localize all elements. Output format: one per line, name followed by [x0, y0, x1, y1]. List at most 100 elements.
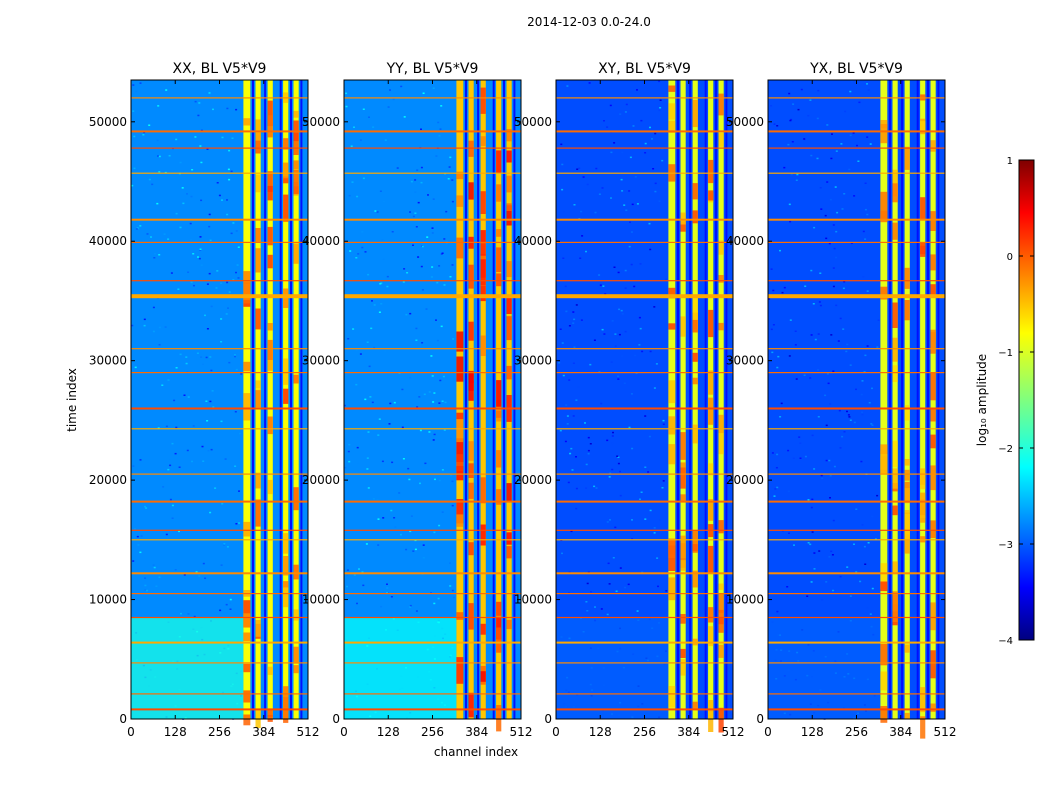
heatmap-rfi-row — [768, 616, 945, 619]
heatmap-speckle — [831, 133, 833, 135]
heatmap-speckle — [204, 314, 206, 317]
heatmap-speckle — [377, 434, 380, 436]
heatmap-speckle — [156, 139, 159, 142]
heatmap-speckle — [575, 507, 578, 510]
heatmap-speckle — [139, 459, 142, 461]
heatmap-speckle — [783, 286, 786, 289]
heatmap-speckle — [790, 173, 793, 176]
heatmap-speckle — [199, 236, 202, 238]
heatmap-band-hotspot — [718, 240, 724, 255]
heatmap-speckle — [809, 377, 812, 379]
colorbar-tick-label: −1 — [998, 348, 1013, 359]
heatmap-band-hotspot — [680, 614, 686, 624]
heatmap-rfi-row — [344, 662, 521, 664]
y-tick-label: 50000 — [302, 115, 340, 129]
heatmap-speckle — [827, 382, 830, 385]
heatmap-speckle — [415, 339, 418, 341]
heatmap-speckle — [438, 479, 441, 482]
heatmap-speckle — [423, 393, 426, 396]
heatmap-rfi-row — [556, 172, 733, 174]
heatmap-rfi-row — [344, 708, 521, 711]
heatmap-band-hotspot — [267, 416, 273, 435]
heatmap-band-gap — [477, 80, 480, 719]
heatmap-speckle — [820, 208, 823, 210]
heatmap-rfi-row — [131, 294, 308, 299]
heatmap-speckle — [178, 466, 181, 468]
heatmap-speckle — [444, 401, 447, 404]
heatmap-speckle — [830, 157, 833, 160]
heatmap-speckle — [200, 161, 203, 164]
heatmap-speckle — [451, 504, 454, 507]
heatmap-speckle — [572, 362, 575, 364]
heatmap-speckle — [631, 519, 633, 521]
heatmap-channel-band — [880, 80, 888, 719]
heatmap-speckle — [168, 155, 171, 157]
heatmap-speckle — [611, 442, 614, 445]
heatmap-speckle — [864, 182, 867, 184]
heatmap-speckle — [836, 211, 839, 214]
heatmap-speckle — [186, 193, 188, 195]
heatmap-channel-band — [892, 80, 898, 719]
heatmap-band-hotspot — [506, 546, 512, 559]
heatmap-speckle — [229, 608, 232, 610]
heatmap-speckle — [611, 320, 614, 322]
heatmap-speckle — [817, 369, 819, 371]
panel-title: YX, BL V5*V9 — [809, 61, 903, 77]
heatmap-speckle — [577, 386, 580, 388]
heatmap-channel-band — [692, 80, 698, 719]
heatmap-band-hotspot — [880, 706, 888, 723]
heatmap-speckle — [441, 469, 444, 471]
heatmap-speckle — [818, 550, 821, 552]
heatmap-speckle — [568, 325, 571, 327]
heatmap-band-hotspot — [880, 124, 888, 144]
heatmap-speckle — [187, 613, 190, 615]
heatmap-band-hotspot — [456, 454, 464, 471]
heatmap-speckle — [234, 354, 236, 356]
heatmap-speckle — [850, 80, 853, 83]
heatmap-band-hotspot — [930, 520, 936, 539]
heatmap-speckle — [864, 208, 867, 211]
heatmap-speckle — [834, 186, 837, 188]
heatmap-speckle — [630, 393, 633, 395]
heatmap-speckle — [565, 310, 568, 313]
heatmap-speckle — [346, 569, 349, 571]
heatmap-speckle — [634, 354, 637, 357]
heatmap-speckle — [207, 449, 210, 452]
heatmap-speckle — [566, 415, 569, 417]
heatmap-speckle — [866, 136, 869, 138]
heatmap-band-gap — [725, 80, 728, 719]
heatmap-rfi-row — [768, 372, 945, 374]
panel-3: XY, BL V5*V9 0 128 256 384 512 0 10000 20000 3000… — [514, 61, 745, 739]
heatmap-speckle — [821, 599, 824, 601]
heatmap-speckle — [579, 257, 582, 259]
heatmap-speckle — [770, 424, 773, 427]
heatmap-speckle — [853, 543, 855, 545]
heatmap-speckle — [420, 128, 422, 130]
heatmap-speckle — [373, 304, 376, 306]
heatmap-band-hotspot — [880, 581, 888, 592]
heatmap-speckle — [861, 411, 864, 414]
heatmap-speckle — [132, 84, 135, 86]
heatmap-speckle — [568, 379, 571, 381]
heatmap-speckle — [205, 356, 208, 359]
figure-title: 2014-12-03 0.0-24.0 — [527, 15, 651, 29]
heatmap-speckle — [580, 319, 583, 321]
heatmap-band-hotspot — [496, 410, 502, 418]
heatmap-speckle — [420, 265, 423, 268]
heatmap-speckle — [632, 125, 635, 127]
heatmap-speckle — [347, 450, 350, 453]
heatmap-band-hotspot — [904, 146, 910, 170]
heatmap-speckle — [190, 471, 193, 474]
heatmap-band-hotspot — [456, 514, 464, 527]
heatmap-band-hotspot — [496, 380, 502, 407]
heatmap-speckle — [190, 195, 193, 198]
heatmap-band-hotspot — [283, 288, 289, 308]
heatmap-speckle — [849, 134, 852, 137]
heatmap-speckle — [862, 230, 865, 233]
heatmap-speckle — [445, 210, 448, 213]
heatmap-speckle — [617, 375, 620, 377]
heatmap-band-hotspot — [668, 380, 676, 404]
heatmap-speckle — [209, 400, 212, 403]
heatmap-speckle — [790, 118, 793, 121]
heatmap-speckle — [162, 486, 165, 488]
